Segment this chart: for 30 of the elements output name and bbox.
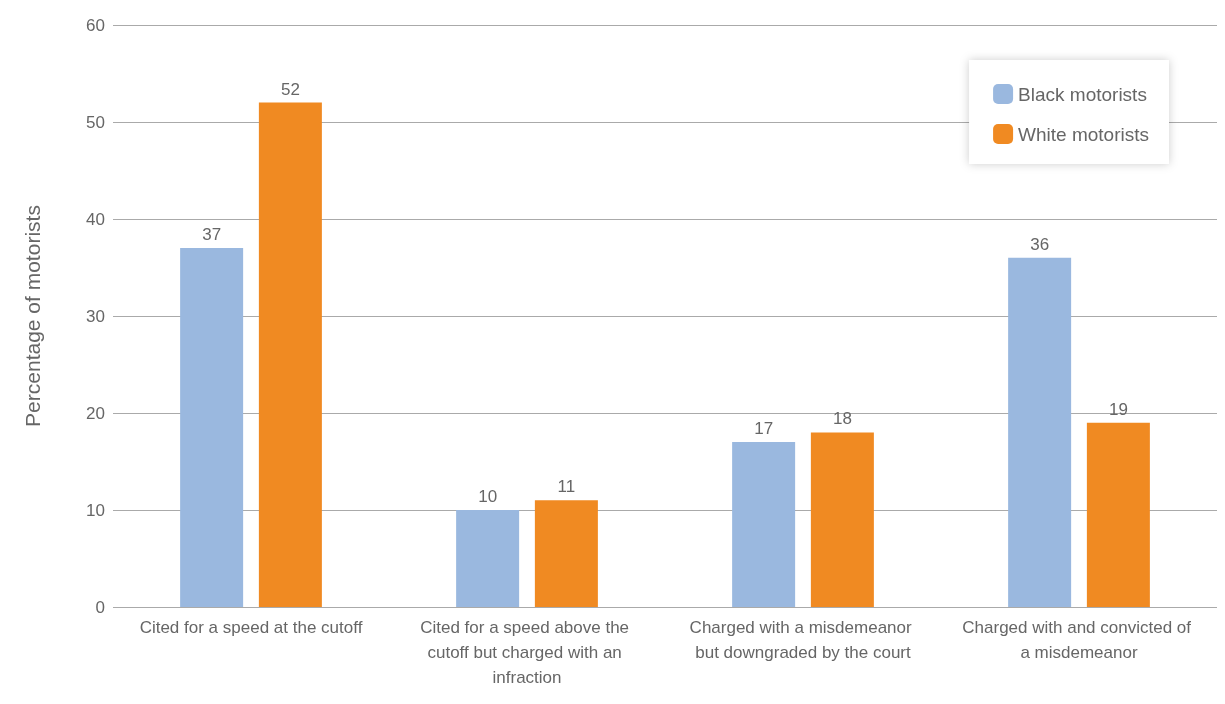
bar (732, 442, 796, 607)
y-tick-label: 30 (86, 306, 105, 326)
data-label: 18 (832, 409, 852, 429)
legend-label: White motorists (1018, 123, 1150, 145)
y-tick-label: 10 (86, 500, 105, 520)
bar (180, 248, 244, 607)
x-tick-label: Charged with and convicted of a misdemeanor (962, 618, 1196, 662)
data-label: 37 (202, 225, 222, 245)
bar (1008, 257, 1072, 607)
data-label: 11 (557, 477, 576, 497)
data-label: 10 (478, 487, 498, 506)
data-label: 19 (1108, 399, 1128, 419)
y-axis-title: Percentage of motorists (21, 205, 44, 427)
data-label: 36 (1030, 234, 1050, 254)
bar (258, 102, 322, 607)
y-tick-label: 40 (86, 209, 105, 229)
bar (810, 432, 874, 607)
y-tick-label: 20 (86, 403, 105, 423)
x-tick-label: Charged with a misdemeanor but downgraded by the court (689, 618, 917, 662)
y-tick-label: 0 (95, 597, 105, 617)
bar (1086, 422, 1150, 607)
data-label: 17 (754, 419, 774, 439)
y-tick-label: 50 (86, 112, 105, 132)
data-label: 52 (280, 79, 300, 99)
bar (456, 510, 520, 607)
y-tick-label: 60 (86, 15, 105, 35)
bar (534, 500, 598, 607)
legend-label: Black motorists (1018, 83, 1147, 105)
x-tick-label: Cited for a speed at the cutoff (139, 618, 363, 637)
x-tick-label: Cited for a speed above the cutoff but charged with an infraction (420, 618, 634, 687)
